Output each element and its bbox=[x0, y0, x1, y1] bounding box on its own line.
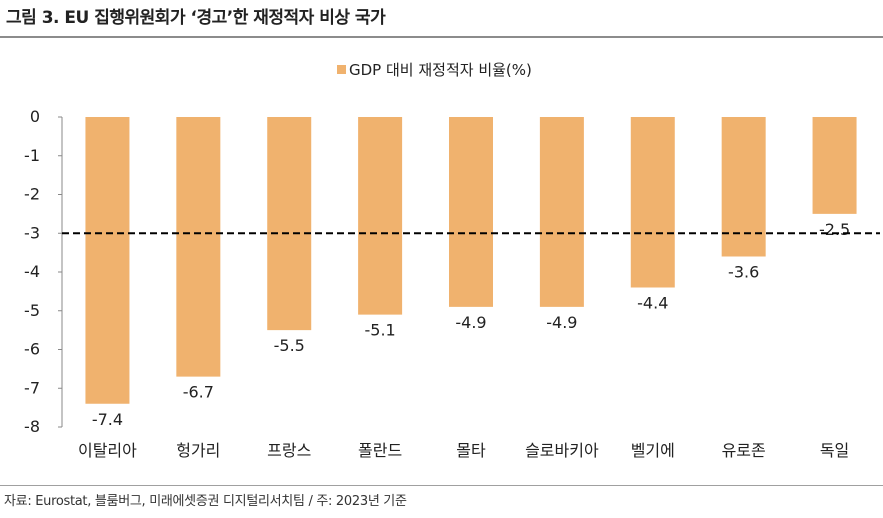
bar bbox=[358, 117, 403, 315]
y-tick-label: -8 bbox=[24, 417, 40, 436]
bar bbox=[812, 117, 857, 214]
data-label: -4.4 bbox=[637, 294, 668, 313]
y-tick-label: -4 bbox=[24, 262, 40, 281]
data-label: -2.5 bbox=[819, 220, 850, 239]
y-tick-label: -6 bbox=[24, 340, 40, 359]
source-note: 자료: Eurostat, 블룸버그, 미래에셋증권 디지털리서치팀 / 주: … bbox=[4, 494, 407, 509]
data-label: -5.5 bbox=[274, 336, 305, 355]
data-label: -4.9 bbox=[546, 313, 577, 332]
x-tick-label: 프랑스 bbox=[267, 441, 311, 460]
data-label: -7.4 bbox=[92, 410, 123, 429]
data-label: -5.1 bbox=[365, 321, 396, 340]
legend-label: GDP 대비 재정적자 비율(%) bbox=[349, 61, 532, 79]
data-label: -3.6 bbox=[728, 263, 759, 282]
x-tick-label: 독일 bbox=[820, 441, 849, 460]
bar bbox=[630, 117, 675, 288]
bar bbox=[267, 117, 312, 331]
y-tick-label: -1 bbox=[24, 146, 40, 165]
bar bbox=[85, 117, 130, 404]
x-tick-label: 슬로바키아 bbox=[525, 441, 599, 460]
x-tick-label: 몰타 bbox=[456, 441, 486, 460]
data-label: -4.9 bbox=[455, 313, 486, 332]
footer-divider bbox=[0, 485, 883, 486]
x-tick-label: 헝가리 bbox=[176, 441, 220, 460]
x-tick-label: 유로존 bbox=[722, 441, 766, 460]
title-divider bbox=[0, 36, 883, 38]
y-tick-label: -2 bbox=[24, 185, 40, 204]
legend-swatch bbox=[337, 65, 346, 74]
bar bbox=[449, 117, 493, 307]
x-tick-label: 이탈리아 bbox=[78, 441, 137, 460]
y-tick-label: -3 bbox=[24, 223, 40, 242]
x-tick-label: 벨기에 bbox=[631, 441, 675, 460]
bar bbox=[176, 117, 221, 377]
bar bbox=[721, 117, 766, 257]
y-tick-label: -5 bbox=[24, 301, 40, 320]
bar-chart: 0 -1 -2 -3 -4 -5 -6 -7 -8 -7.4 이탈리아 -6.7 헝가리 -5.5 프랑스 -… bbox=[24, 61, 880, 460]
y-tick-label: -7 bbox=[24, 378, 40, 397]
data-label: -6.7 bbox=[183, 383, 214, 402]
y-tick-label: 0 bbox=[30, 107, 40, 126]
x-tick-label: 폴란드 bbox=[358, 441, 402, 460]
bar bbox=[539, 117, 584, 307]
page-title: 그림 3. EU 집행위원회가 ‘경고’한 재정적자 비상 국가 bbox=[6, 8, 386, 28]
